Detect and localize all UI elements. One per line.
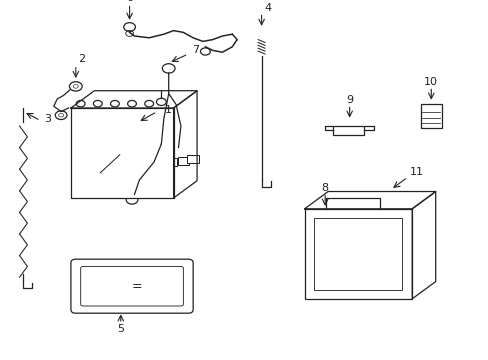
FancyBboxPatch shape bbox=[71, 259, 193, 313]
Text: 4: 4 bbox=[264, 3, 271, 13]
Text: 2: 2 bbox=[78, 54, 85, 64]
FancyBboxPatch shape bbox=[420, 104, 441, 128]
FancyBboxPatch shape bbox=[304, 209, 411, 299]
FancyBboxPatch shape bbox=[319, 210, 330, 216]
Text: 5: 5 bbox=[117, 324, 124, 334]
FancyBboxPatch shape bbox=[150, 157, 162, 165]
FancyBboxPatch shape bbox=[165, 158, 177, 166]
Text: 3: 3 bbox=[44, 114, 51, 124]
Text: 6: 6 bbox=[126, 0, 133, 3]
FancyBboxPatch shape bbox=[314, 218, 402, 290]
Text: 8: 8 bbox=[321, 183, 328, 193]
Text: 9: 9 bbox=[346, 95, 352, 105]
Text: 11: 11 bbox=[409, 167, 424, 177]
FancyBboxPatch shape bbox=[187, 155, 199, 163]
FancyBboxPatch shape bbox=[332, 126, 364, 135]
Text: =: = bbox=[131, 280, 142, 293]
Text: 1: 1 bbox=[164, 105, 171, 115]
FancyBboxPatch shape bbox=[177, 157, 189, 165]
Text: 7: 7 bbox=[192, 45, 199, 55]
Text: 10: 10 bbox=[424, 77, 437, 87]
FancyBboxPatch shape bbox=[71, 108, 173, 198]
FancyBboxPatch shape bbox=[81, 266, 183, 306]
